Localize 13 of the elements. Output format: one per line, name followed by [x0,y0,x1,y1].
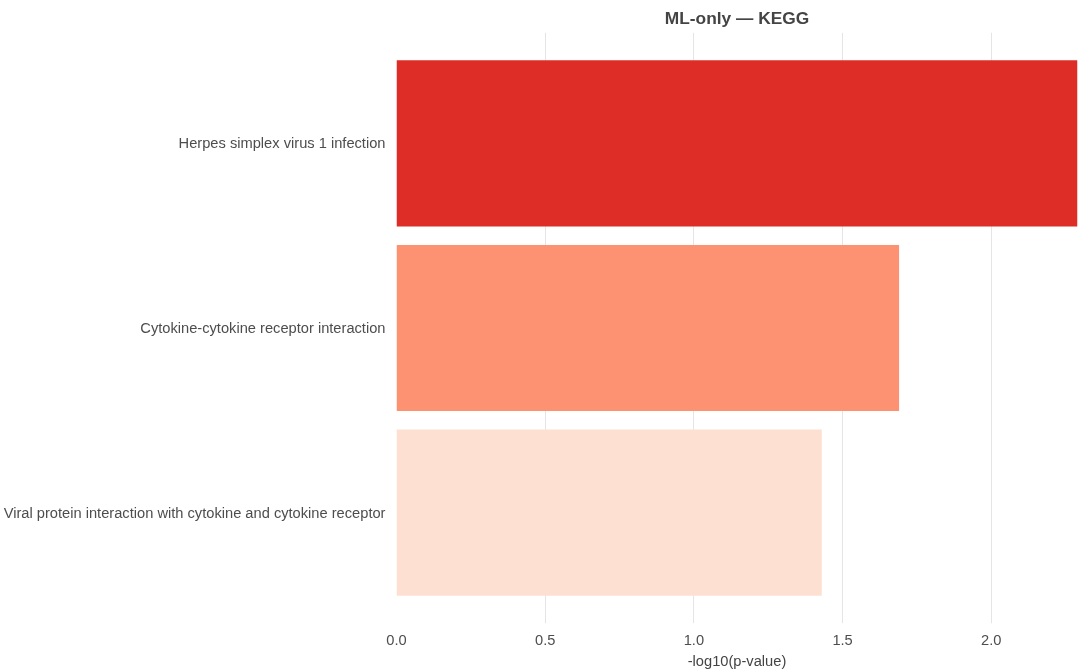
x-tick-label: 2.0 [981,631,1002,648]
x-tick-label: 0.0 [386,631,407,648]
chart-title: ML-only — KEGG [664,7,810,28]
x-tick-label: 1.5 [832,631,853,648]
y-tick-label: Viral protein interaction with cytokine and cytokine receptor [3,504,386,521]
bar [396,60,1078,227]
x-tick-label: 0.5 [535,631,556,648]
y-tick-label: Cytokine-cytokine receptor interaction [140,320,386,336]
x-tick-label: 1.0 [683,631,705,648]
bar [396,429,822,596]
bar [396,244,900,412]
y-tick-label: Herpes simplex virus 1 infection [178,135,386,152]
x-axis-title: -log10(p-value) [687,652,787,669]
